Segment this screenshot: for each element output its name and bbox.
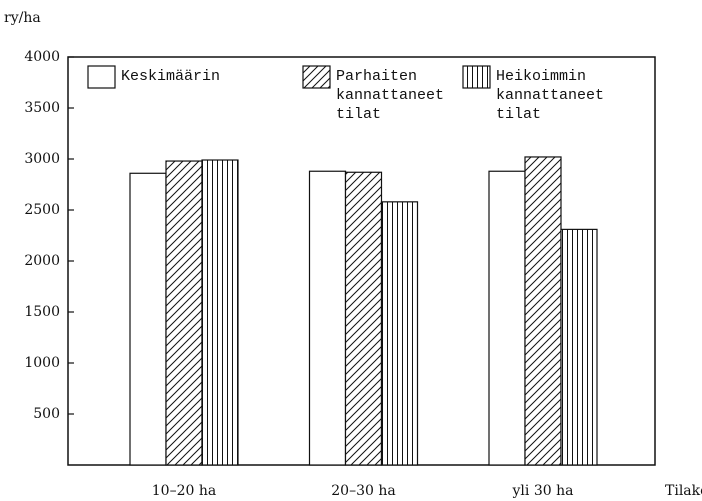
y-axis-label: ry/ha	[4, 10, 41, 26]
legend-label: Parhaiten kannattaneet tilat	[336, 68, 444, 123]
x-tick-label: 20–30 ha	[331, 483, 395, 499]
bar	[308, 170, 347, 466]
y-tick-label: 3500	[24, 100, 60, 116]
bar	[344, 171, 383, 466]
y-tick-label: 2500	[24, 202, 60, 218]
bar	[524, 156, 562, 466]
y-tick-label: 1000	[24, 355, 60, 371]
x-tick-label: yli 30 ha	[512, 483, 574, 499]
bar	[488, 170, 526, 466]
y-tick-label: 2000	[24, 253, 60, 269]
bar	[129, 172, 167, 466]
bar	[560, 228, 598, 466]
legend-label: Heikoimmin kannattaneet tilat	[496, 68, 604, 123]
legend-swatch	[302, 65, 331, 89]
legend-swatch	[87, 65, 116, 89]
y-tick-label: 500	[33, 406, 60, 422]
y-tick-label: 4000	[24, 49, 60, 65]
y-tick-label: 3000	[24, 151, 60, 167]
x-axis-label: Tilakoko	[665, 483, 702, 499]
bar	[201, 159, 239, 466]
x-tick-label: 10–20 ha	[152, 483, 216, 499]
bar	[165, 160, 203, 466]
legend-label: Keskimäärin	[121, 68, 220, 85]
y-tick-label: 1500	[24, 304, 60, 320]
bar	[380, 201, 419, 466]
legend-swatch	[462, 65, 491, 89]
